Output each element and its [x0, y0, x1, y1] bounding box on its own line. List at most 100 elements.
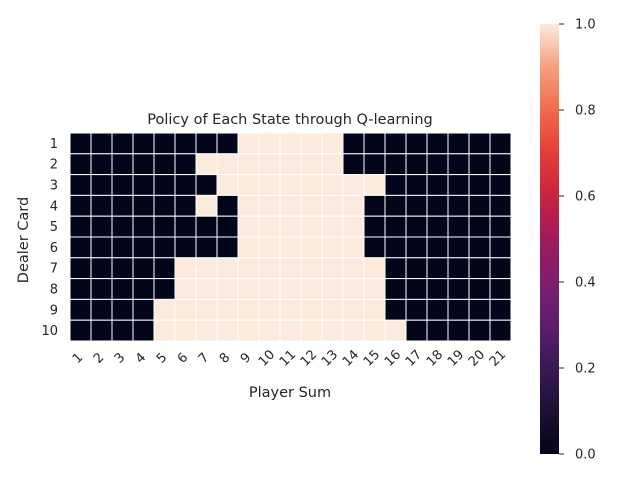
heatmap-cell [447, 153, 470, 176]
heatmap-cell [300, 215, 323, 238]
heatmap-cell [321, 215, 344, 238]
heatmap-cell [447, 194, 470, 217]
heatmap-cell [111, 257, 134, 280]
heatmap-cell [426, 174, 449, 196]
heatmap-cell [363, 194, 386, 217]
heatmap-cell [195, 174, 218, 196]
heatmap-cell [489, 174, 512, 196]
x-tick-label: 19 [445, 347, 467, 369]
heatmap-cell [384, 278, 407, 300]
x-tick-label: 11 [277, 347, 299, 369]
heatmap-cell [132, 319, 155, 342]
heatmap-cell [90, 194, 113, 217]
heatmap-cell [384, 319, 407, 342]
heatmap-cell [426, 132, 449, 155]
heatmap-cell [111, 132, 134, 155]
heatmap-cell [69, 194, 92, 217]
x-tick-label: 14 [340, 347, 362, 369]
x-tick-label: 18 [424, 347, 446, 369]
heatmap-cell [363, 215, 386, 238]
heatmap-cell [405, 278, 428, 300]
heatmap-cell [69, 298, 92, 321]
y-tick-label: 4 [50, 199, 58, 214]
heatmap-cell [195, 319, 218, 342]
heatmap-cell [447, 132, 470, 155]
heatmap-cell [69, 278, 92, 300]
heatmap-cell [258, 278, 281, 300]
heatmap-cell [426, 319, 449, 342]
heatmap-cell [237, 153, 260, 176]
heatmap-cell [111, 278, 134, 300]
x-tick-label: 7 [196, 350, 212, 366]
heatmap-cell [405, 174, 428, 196]
heatmap-cell [447, 319, 470, 342]
heatmap-cell [237, 174, 260, 196]
heatmap-cell [426, 236, 449, 259]
heatmap-cell [132, 278, 155, 300]
heatmap-cell [300, 236, 323, 259]
heatmap-cell [216, 298, 239, 321]
heatmap-cell [111, 215, 134, 238]
heatmap-cell [489, 319, 512, 342]
heatmap-cell [321, 278, 344, 300]
heatmap-cell [195, 257, 218, 280]
heatmap-cell [300, 298, 323, 321]
heatmap-cell [174, 278, 197, 300]
heatmap-cell [111, 194, 134, 217]
heatmap-cell [405, 215, 428, 238]
y-tick-label: 9 [50, 303, 58, 318]
heatmap-cell [300, 257, 323, 280]
heatmap-cell [69, 257, 92, 280]
heatmap-cell [216, 194, 239, 217]
x-tick-label: 4 [133, 350, 149, 366]
x-tick-label: 6 [175, 350, 191, 366]
heatmap-cell [237, 132, 260, 155]
heatmap-cell [342, 257, 365, 280]
heatmap-cell [195, 194, 218, 217]
heatmap-cell [153, 215, 176, 238]
x-tick-label: 5 [154, 350, 170, 366]
heatmap-cell [258, 257, 281, 280]
heatmap-cell [195, 215, 218, 238]
heatmap-cell [237, 257, 260, 280]
y-axis-label: Dealer Card [16, 197, 32, 283]
x-tick-label: 16 [382, 347, 404, 369]
heatmap-cells [69, 132, 512, 342]
heatmap-cell [174, 319, 197, 342]
heatmap-cell [195, 153, 218, 176]
heatmap-cell [300, 132, 323, 155]
heatmap-cell [300, 153, 323, 176]
heatmap-cell [90, 174, 113, 196]
heatmap-cell [384, 153, 407, 176]
heatmap-cell [384, 257, 407, 280]
heatmap-cell [321, 236, 344, 259]
heatmap-cell [384, 298, 407, 321]
heatmap-cell [405, 319, 428, 342]
heatmap-cell [174, 257, 197, 280]
heatmap-cell [405, 132, 428, 155]
heatmap-cell [405, 194, 428, 217]
heatmap-cell [237, 215, 260, 238]
heatmap-cell [90, 215, 113, 238]
heatmap-cell [468, 215, 491, 238]
heatmap-cell [426, 257, 449, 280]
x-tick-label: 1 [70, 350, 86, 366]
heatmap-cell [468, 298, 491, 321]
heatmap-cell [363, 153, 386, 176]
heatmap-cell [447, 298, 470, 321]
heatmap-cell [69, 319, 92, 342]
colorbar-tick-labels: 0.0 0.2 0.4 0.6 0.8 1.0 [559, 18, 596, 463]
heatmap-cell [363, 132, 386, 155]
x-tick-label: 17 [403, 347, 425, 369]
heatmap-cell [195, 298, 218, 321]
heatmap-cell [279, 236, 302, 259]
x-tick-label: 12 [298, 347, 320, 369]
heatmap-cell [321, 319, 344, 342]
heatmap-cell [342, 132, 365, 155]
x-tick-label: 10 [256, 347, 278, 369]
heatmap-cell [153, 132, 176, 155]
heatmap-cell [363, 257, 386, 280]
heatmap-cell [237, 319, 260, 342]
heatmap-cell [132, 194, 155, 217]
heatmap-cell [363, 298, 386, 321]
